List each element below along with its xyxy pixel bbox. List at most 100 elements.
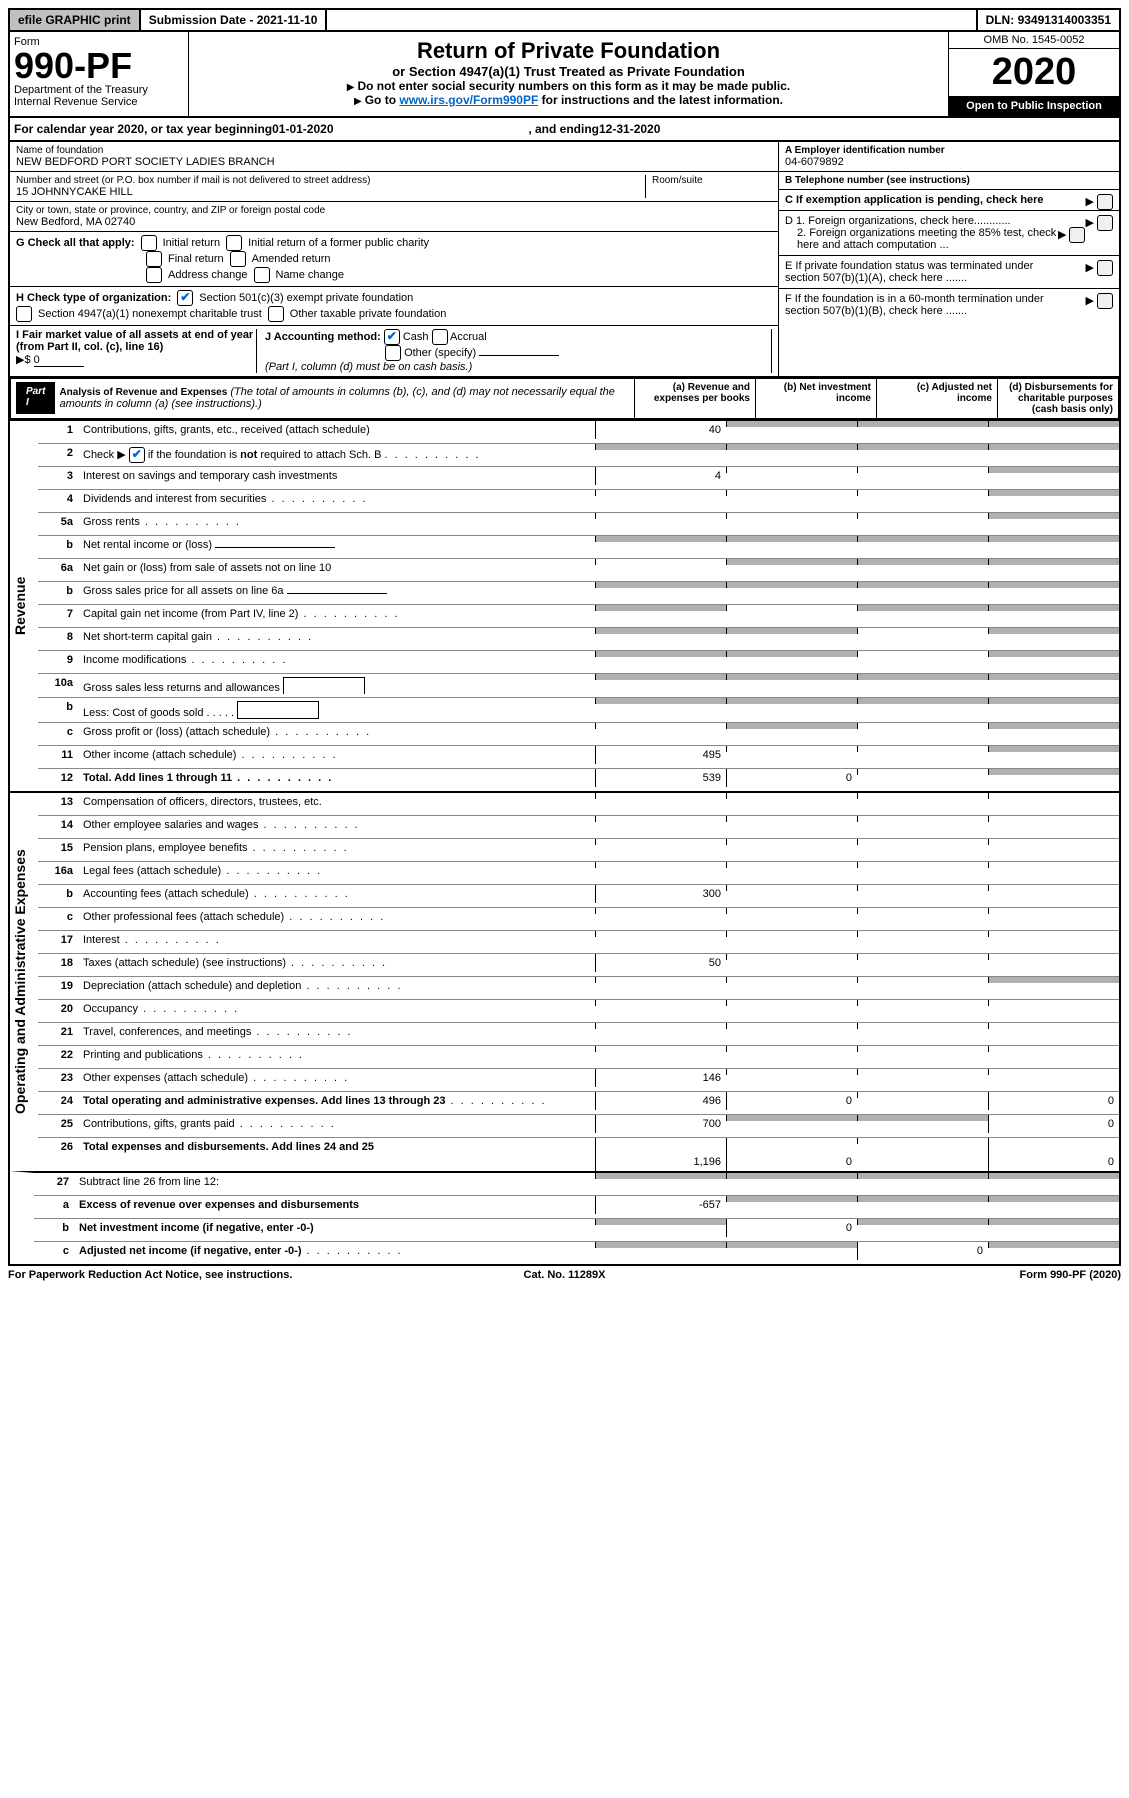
line-10a-col-c [857, 674, 988, 680]
line-22-col-b [726, 1046, 857, 1052]
line-16a-col-b [726, 862, 857, 868]
line-8-d: Net short-term capital gain [83, 631, 212, 643]
line-21-col-c [857, 1023, 988, 1029]
line-26-col-a: 1,196 [595, 1138, 726, 1171]
line-27-section: 27Subtract line 26 from line 12: aExcess… [10, 1171, 1119, 1264]
tel-label: B Telephone number (see instructions) [785, 175, 1113, 186]
line-27c-col-b [726, 1242, 857, 1248]
line-20-desc: Occupancy [78, 1000, 595, 1018]
checkbox-other-method[interactable] [385, 345, 401, 361]
c-label: C If exemption application is pending, c… [785, 194, 1044, 206]
line-17-col-c [857, 931, 988, 937]
g-name: Name change [276, 269, 345, 281]
line-11-col-b [726, 746, 857, 752]
line-18-d: Taxes (attach schedule) (see instruction… [83, 957, 286, 969]
checkbox-d1-foreign[interactable] [1097, 215, 1113, 231]
ein-label: A Employer identification number [785, 145, 1113, 156]
line-10c-col-a [595, 723, 726, 729]
efile-print-button[interactable]: efile GRAPHIC print [10, 10, 141, 30]
line-22-col-a [595, 1046, 726, 1052]
line-16a-col-a [595, 862, 726, 868]
line-15-d: Pension plans, employee benefits [83, 842, 248, 854]
fmv-value: 0 [34, 354, 84, 367]
foundation-name: NEW BEDFORD PORT SOCIETY LADIES BRANCH [16, 156, 772, 168]
line-10b-col-c [857, 698, 988, 704]
line-20-col-b [726, 1000, 857, 1006]
inst2a: Go to [365, 93, 400, 107]
line-1-col-c [857, 421, 988, 427]
line-6a-no: 6a [38, 559, 78, 577]
checkbox-name-change[interactable] [254, 267, 270, 283]
city-value: New Bedford, MA 02740 [16, 216, 772, 228]
street-address: 15 JOHNNYCAKE HILL [16, 186, 645, 198]
line-23-col-d [988, 1069, 1119, 1075]
checkbox-f-60month[interactable] [1097, 293, 1113, 309]
part-1-box: Part I [16, 382, 55, 414]
line-19-col-b [726, 977, 857, 983]
line-16c-col-c [857, 908, 988, 914]
irs-link[interactable]: www.irs.gov/Form990PF [399, 93, 538, 107]
col-d-header: (d) Disbursements for charitable purpose… [998, 379, 1119, 419]
g-label: G Check all that apply: [16, 237, 135, 249]
checkbox-final-return[interactable] [146, 251, 162, 267]
line-20-col-d [988, 1000, 1119, 1006]
line-27b-col-d [988, 1219, 1119, 1225]
checkbox-501c3[interactable] [177, 290, 193, 306]
form-header-left: Form 990-PF Department of the Treasury I… [10, 32, 189, 116]
line-24-col-c [857, 1092, 988, 1098]
checkbox-initial-return[interactable] [141, 235, 157, 251]
line-16a-col-c [857, 862, 988, 868]
checkbox-amended-return[interactable] [230, 251, 246, 267]
checkbox-initial-former[interactable] [226, 235, 242, 251]
line-10b-col-a [595, 698, 726, 704]
line-27-col-d [988, 1173, 1119, 1179]
checkbox-4947[interactable] [16, 306, 32, 322]
line-14-d: Other employee salaries and wages [83, 819, 258, 831]
line-13-col-d [988, 793, 1119, 799]
line-5b-col-a [595, 536, 726, 542]
line-5a-desc: Gross rents [78, 513, 595, 531]
line-11-col-a: 495 [595, 746, 726, 764]
dollar-prefix: ▶$ [16, 354, 34, 366]
line-12-d: Total. Add lines 1 through 11 [83, 772, 232, 784]
line-3-no: 3 [38, 467, 78, 485]
arrow-icon [347, 79, 358, 93]
line-16a-col-d [988, 862, 1119, 868]
j-other: Other (specify) [404, 347, 476, 359]
line-27a-desc: Excess of revenue over expenses and disb… [74, 1196, 595, 1214]
cal-text-2: , and ending [528, 122, 599, 136]
checkbox-address-change[interactable] [146, 267, 162, 283]
line-21-no: 21 [38, 1023, 78, 1041]
line-7-desc: Capital gain net income (from Part IV, l… [78, 605, 595, 623]
line-13-desc: Compensation of officers, directors, tru… [78, 793, 595, 811]
line-3-col-c [857, 467, 988, 473]
line-16c-col-d [988, 908, 1119, 914]
page-footer: For Paperwork Reduction Act Notice, see … [8, 1266, 1121, 1284]
line-20-col-c [857, 1000, 988, 1006]
d2-label: 2. Foreign organizations meeting the 85%… [785, 227, 1057, 251]
line-14-col-b [726, 816, 857, 822]
line-4-d: Dividends and interest from securities [83, 493, 266, 505]
line-10c-col-c [857, 723, 988, 729]
open-public-inspection: Open to Public Inspection [949, 96, 1119, 116]
checkbox-cash[interactable] [384, 329, 400, 345]
line-14-no: 14 [38, 816, 78, 834]
line-25-no: 25 [38, 1115, 78, 1133]
checkbox-d2-85pct[interactable] [1069, 227, 1085, 243]
inst2b: for instructions and the latest informat… [538, 93, 783, 107]
line-12-col-c [857, 769, 988, 775]
line-22-no: 22 [38, 1046, 78, 1064]
dln-value: 93491314003351 [1018, 13, 1111, 27]
checkbox-c-pending[interactable] [1097, 194, 1113, 210]
line-5a-col-c [857, 513, 988, 519]
line-15-no: 15 [38, 839, 78, 857]
checkbox-sch-b[interactable] [129, 447, 145, 463]
checkbox-other-taxable[interactable] [268, 306, 284, 322]
line-27b-col-b: 0 [726, 1219, 857, 1237]
checkbox-accrual[interactable] [432, 329, 448, 345]
line-24-d: Total operating and administrative expen… [83, 1095, 445, 1107]
line-13-no: 13 [38, 793, 78, 811]
line-10b-d: Less: Cost of goods sold [83, 707, 203, 719]
checkbox-e-terminated[interactable] [1097, 260, 1113, 276]
line-8-no: 8 [38, 628, 78, 646]
